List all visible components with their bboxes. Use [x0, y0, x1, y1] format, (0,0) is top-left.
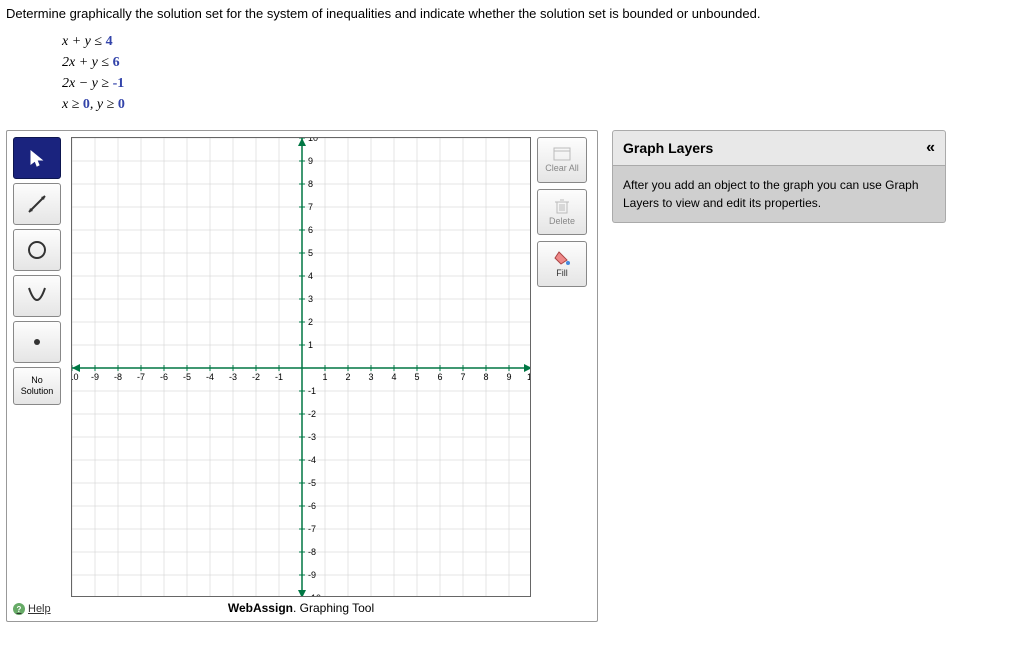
svg-text:-6: -6	[160, 372, 168, 382]
circle-tool-button[interactable]	[13, 229, 61, 271]
parabola-tool-button[interactable]	[13, 275, 61, 317]
pointer-icon	[28, 149, 46, 167]
fill-button[interactable]: Fill	[537, 241, 587, 287]
no-solution-label-2: Solution	[21, 386, 54, 397]
svg-text:3: 3	[308, 294, 313, 304]
help-label: Help	[28, 603, 51, 615]
svg-text:10: 10	[527, 372, 531, 382]
question-text: Determine graphically the solution set f…	[6, 6, 1018, 21]
svg-text:-1: -1	[308, 386, 316, 396]
clear-all-label: Clear All	[545, 163, 579, 173]
parabola-icon	[25, 284, 49, 308]
svg-text:-5: -5	[308, 478, 316, 488]
svg-text:-9: -9	[308, 570, 316, 580]
layers-hint: After you add an object to the graph you…	[612, 166, 946, 223]
svg-text:-10: -10	[72, 372, 79, 382]
svg-text:4: 4	[308, 271, 313, 281]
inequalities-block: x + y ≤ 4 2x + y ≤ 6 2x − y ≥ -1 x ≥ 0, …	[62, 31, 1018, 115]
graphing-tool-widget: No Solution ? Help -10-9-8-7-6-5-4-3-2-1…	[6, 130, 598, 622]
graph-canvas[interactable]: -10 -9 -8 -7 -6 -5 -4 -3 -2 -1 1 2 3 4 5 6 7 8 9 10 -10 -9 -8 -…	[71, 137, 531, 597]
no-solution-button[interactable]: No Solution	[13, 367, 61, 405]
svg-text:-4: -4	[308, 455, 316, 465]
svg-text:-9: -9	[91, 372, 99, 382]
svg-text:-3: -3	[229, 372, 237, 382]
side-controls: Clear All Delete Fill	[537, 137, 591, 615]
svg-text:4: 4	[391, 372, 396, 382]
collapse-icon[interactable]: «	[926, 139, 935, 157]
svg-text:2: 2	[308, 317, 313, 327]
svg-text:9: 9	[308, 156, 313, 166]
svg-text:7: 7	[308, 202, 313, 212]
footer-brand: WebAssign. Graphing Tool	[71, 601, 531, 615]
delete-label: Delete	[549, 216, 575, 226]
svg-text:-1: -1	[275, 372, 283, 382]
layers-header[interactable]: Graph Layers «	[612, 130, 946, 166]
no-solution-label-1: No	[31, 375, 43, 386]
svg-text:1: 1	[322, 372, 327, 382]
fill-label: Fill	[556, 268, 568, 278]
svg-text:8: 8	[483, 372, 488, 382]
svg-text:-4: -4	[206, 372, 214, 382]
circle-icon	[25, 238, 49, 262]
clearall-icon	[553, 147, 571, 161]
trash-icon	[554, 198, 570, 214]
line-icon	[25, 192, 49, 216]
delete-button[interactable]: Delete	[537, 189, 587, 235]
svg-text:-6: -6	[308, 501, 316, 511]
graph-layers-panel: Graph Layers « After you add an object t…	[612, 130, 946, 223]
clear-all-button[interactable]: Clear All	[537, 137, 587, 183]
svg-text:10: 10	[308, 138, 318, 143]
svg-text:6: 6	[437, 372, 442, 382]
svg-text:-5: -5	[183, 372, 191, 382]
help-icon: ?	[13, 603, 25, 615]
svg-text:3: 3	[368, 372, 373, 382]
svg-text:-8: -8	[114, 372, 122, 382]
svg-text:2: 2	[345, 372, 350, 382]
svg-text:5: 5	[414, 372, 419, 382]
svg-text:-2: -2	[308, 409, 316, 419]
svg-text:8: 8	[308, 179, 313, 189]
svg-text:6: 6	[308, 225, 313, 235]
svg-text:9: 9	[506, 372, 511, 382]
svg-text:5: 5	[308, 248, 313, 258]
svg-text:7: 7	[460, 372, 465, 382]
svg-text:-7: -7	[308, 524, 316, 534]
pointer-tool-button[interactable]	[13, 137, 61, 179]
help-link[interactable]: ? Help	[13, 603, 65, 615]
fill-icon	[553, 250, 571, 266]
svg-text:-8: -8	[308, 547, 316, 557]
point-icon	[25, 330, 49, 354]
line-tool-button[interactable]	[13, 183, 61, 225]
tool-palette: No Solution ? Help	[13, 137, 65, 615]
point-tool-button[interactable]	[13, 321, 61, 363]
graph-grid: -10 -9 -8 -7 -6 -5 -4 -3 -2 -1 1 2 3 4 5 6 7 8 9 10 -10 -9 -8 -…	[72, 138, 531, 597]
svg-text:-7: -7	[137, 372, 145, 382]
svg-text:1: 1	[308, 340, 313, 350]
layers-title: Graph Layers	[623, 140, 713, 156]
svg-text:-10: -10	[308, 593, 321, 597]
svg-text:-3: -3	[308, 432, 316, 442]
svg-text:-2: -2	[252, 372, 260, 382]
